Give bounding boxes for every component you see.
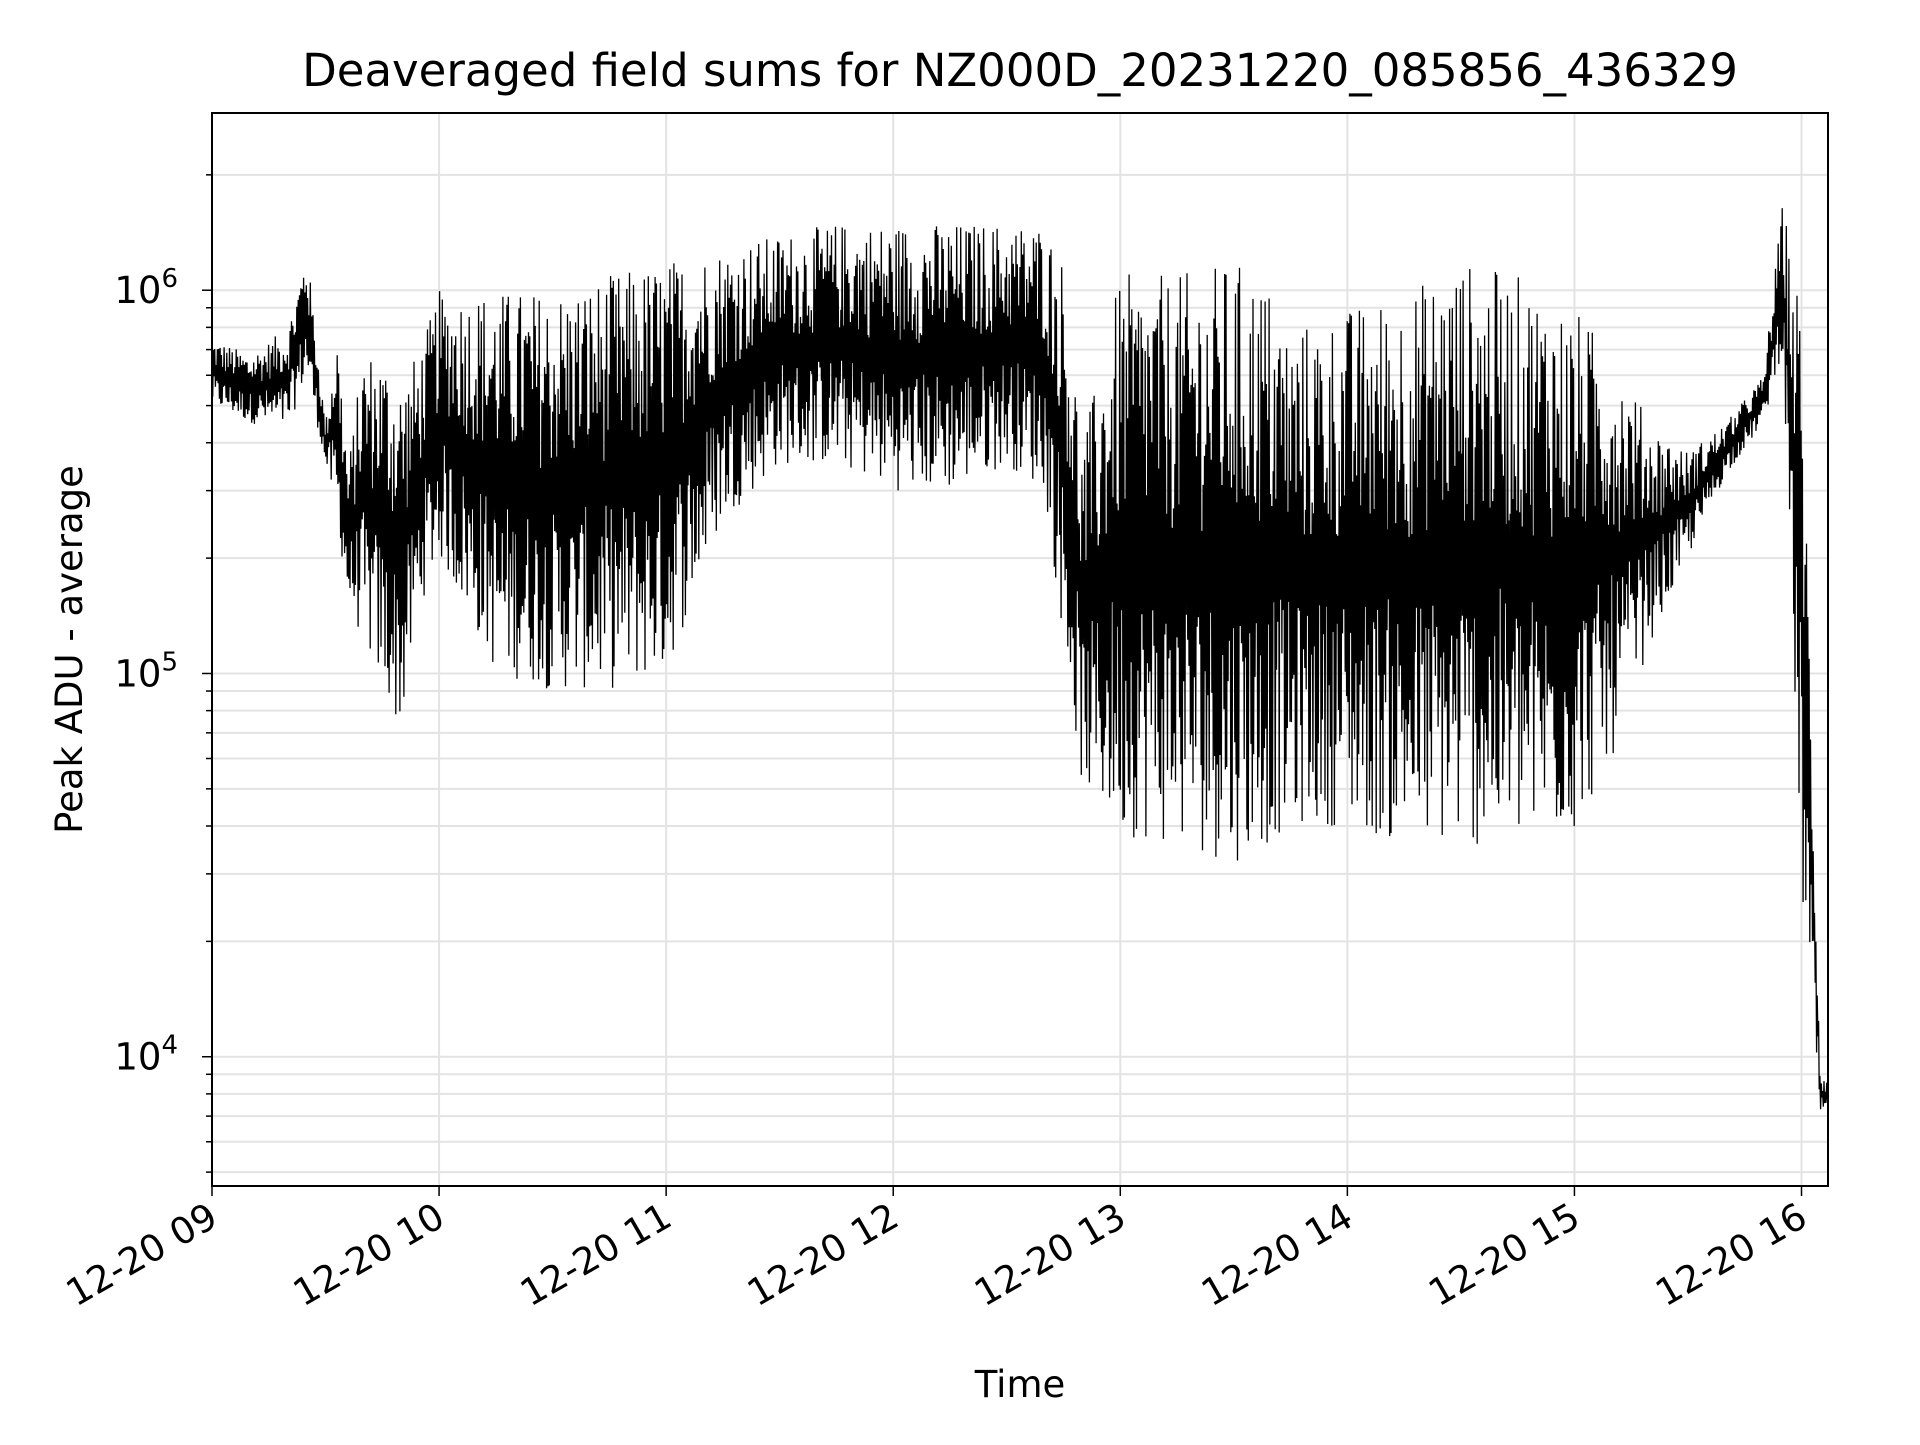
plot-frame	[211, 112, 1829, 1187]
y-axis-label: Peak ADU - average	[48, 465, 91, 834]
y-tick-label: 105	[114, 647, 178, 695]
data-line	[211, 208, 1829, 1110]
y-tick-label: 104	[114, 1031, 178, 1079]
chart-title: Deaveraged field sums for NZ000D_2023122…	[302, 44, 1738, 97]
y-tick-label: 106	[114, 264, 178, 312]
data-series	[211, 208, 1829, 1110]
x-axis-label: Time	[974, 1363, 1066, 1406]
